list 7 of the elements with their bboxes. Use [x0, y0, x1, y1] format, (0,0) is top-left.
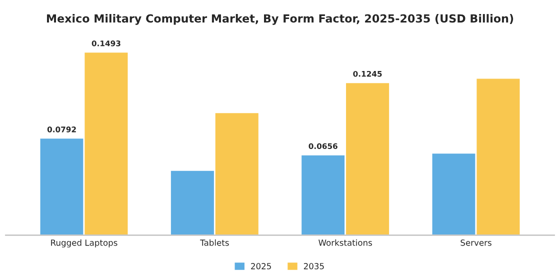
legend-label: 2035: [304, 263, 324, 270]
x-tick-label: Rugged Laptops: [51, 239, 118, 248]
legend-label: 2025: [251, 263, 271, 270]
x-tick-label: Servers: [460, 240, 492, 246]
x-tick-label: Workstations: [318, 239, 372, 246]
x-tick-label: Tablets: [200, 239, 229, 246]
chart-title: Mexico Military Computer Market, By Form Factor, 2025-2035 (USD Billion): [46, 14, 514, 25]
